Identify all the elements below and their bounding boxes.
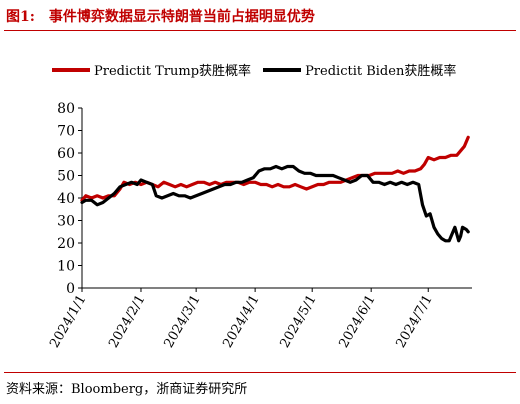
x-tick-label-2: 2024/3/1 bbox=[161, 293, 203, 351]
series-line-biden bbox=[80, 164, 470, 243]
x-tick-label-0: 2024/1/1 bbox=[47, 293, 89, 351]
y-tick-label-40: 40 bbox=[57, 191, 75, 207]
series-line-trump bbox=[80, 135, 470, 202]
y-tick-label-30: 30 bbox=[57, 214, 75, 230]
x-tick-label-6: 2024/7/1 bbox=[394, 293, 436, 351]
line-chart: 0 10 20 30 40 50 60 70 80 2024/1/1 2024/2/1 2024/3/… bbox=[47, 101, 472, 351]
legend-swatch-trump bbox=[52, 67, 90, 72]
x-tick-label-3: 2024/4/1 bbox=[220, 293, 262, 351]
legend-label-trump: Predictit Trump获胜概率 bbox=[94, 64, 252, 79]
figure-title-text: 事件博弈数据显示特朗普当前占据明显优势 bbox=[48, 9, 315, 25]
figure-number: 图1: bbox=[6, 9, 35, 25]
x-tick-label-4: 2024/5/1 bbox=[277, 293, 319, 351]
y-tick-label-0: 0 bbox=[66, 281, 75, 297]
chart-legend: Predictit Trump获胜概率 Predictit Biden获胜概率 bbox=[52, 60, 468, 79]
y-tick-label-10: 10 bbox=[57, 259, 75, 275]
y-tick-label-70: 70 bbox=[57, 124, 75, 140]
x-tick-label-1: 2024/2/1 bbox=[106, 293, 148, 351]
legend-item-trump: Predictit Trump获胜概率 bbox=[52, 60, 251, 79]
source-divider bbox=[4, 372, 516, 373]
legend-swatch-biden bbox=[263, 67, 302, 72]
legend-item-biden: Predictit Biden获胜概率 bbox=[263, 60, 456, 79]
legend-label-biden: Predictit Biden获胜概率 bbox=[305, 64, 457, 79]
y-tick-label-20: 20 bbox=[57, 236, 75, 252]
x-tick-label-5: 2024/6/1 bbox=[336, 293, 378, 351]
y-tick-label-60: 60 bbox=[57, 146, 75, 162]
title-divider bbox=[4, 30, 516, 31]
y-tick-label-50: 50 bbox=[57, 169, 75, 185]
y-tick-label-80: 80 bbox=[57, 101, 75, 117]
figure-title: 图1: 事件博弈数据显示特朗普当前占据明显优势 bbox=[6, 6, 315, 26]
source-note: 资料来源：Bloomberg，浙商证券研究所 bbox=[6, 382, 248, 397]
